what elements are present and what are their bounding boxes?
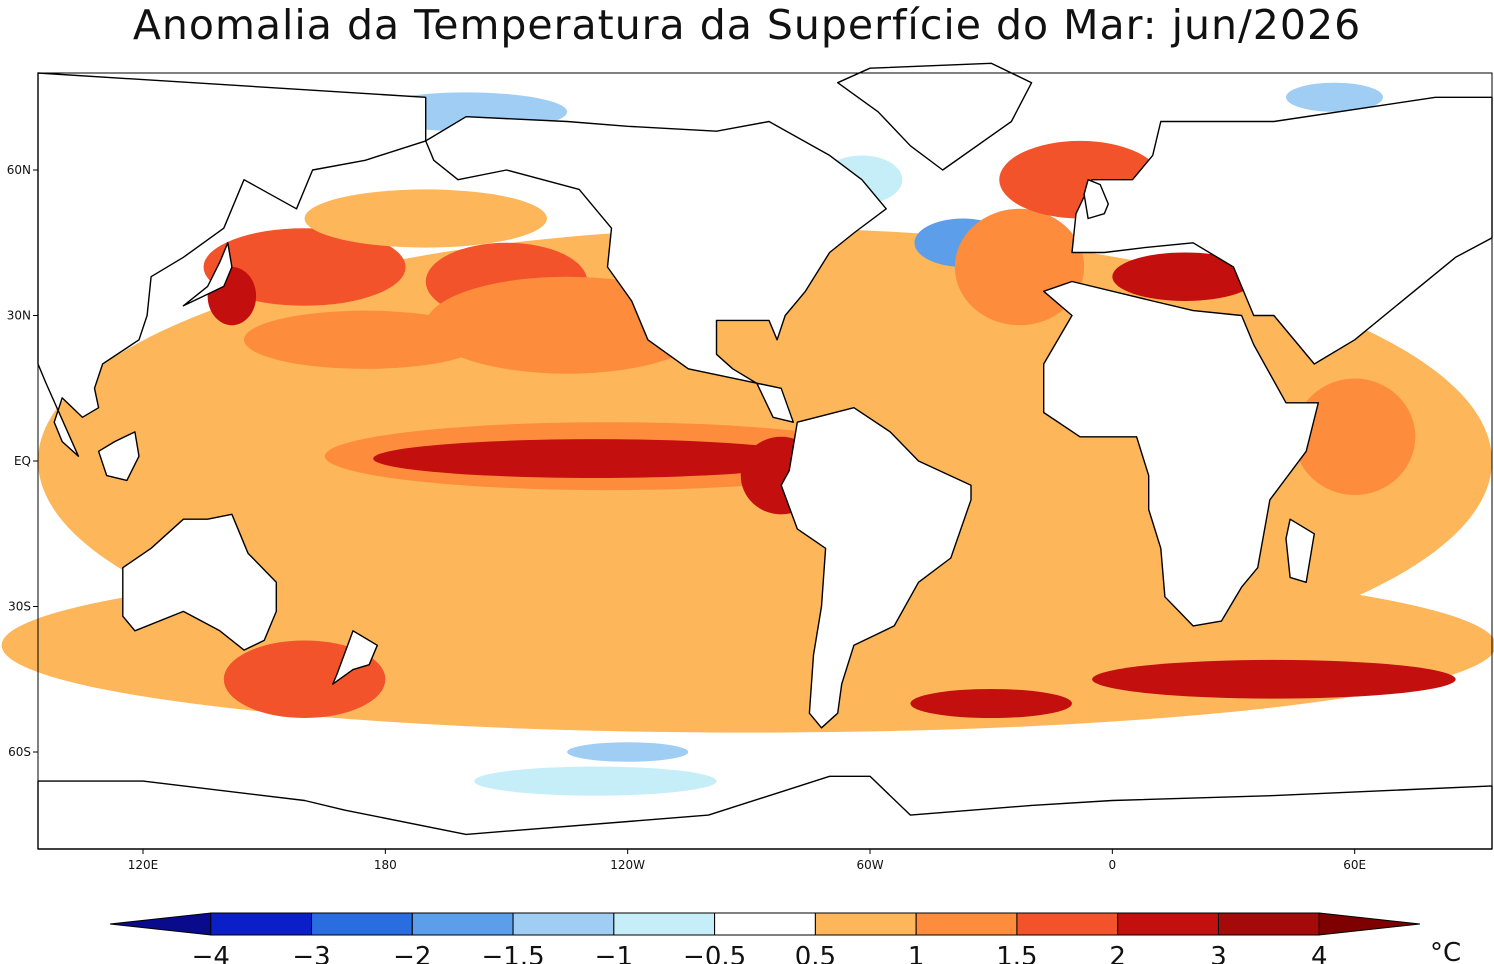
land-australia [122, 513, 277, 651]
barents-cold [1286, 82, 1383, 112]
colorbar-label: 1 [908, 942, 925, 964]
land-masses [37, 62, 1493, 850]
colorbar-arrow-high [1318, 912, 1421, 936]
colorbar-label: −1 [595, 942, 633, 964]
indian-ocean-warm [1294, 378, 1416, 495]
amundsen-cold [567, 742, 689, 762]
land-south-america [780, 407, 972, 729]
colorbar-box [411, 912, 514, 936]
land-asia-east [37, 72, 427, 457]
colorbar-box [1117, 912, 1219, 936]
colorbar-box [613, 912, 716, 936]
colorbar-label: −2 [393, 942, 431, 964]
land-greenland [837, 62, 1033, 171]
colorbar-box [210, 912, 313, 936]
colorbar-box [714, 912, 816, 936]
colorbar-label: −0.5 [683, 942, 746, 964]
land-uk [1083, 179, 1109, 220]
colorbar-boxes [109, 912, 1421, 936]
y-tick-label: 30S [8, 600, 31, 614]
colorbar-arrow-low [109, 912, 212, 936]
colorbar-label: −4 [192, 942, 230, 964]
y-tick-label: 60S [8, 745, 31, 759]
colorbar-label: 3 [1210, 942, 1227, 964]
y-tick-label: 30N [7, 309, 31, 323]
land-africa [1043, 280, 1319, 627]
y-tick-label: EQ [14, 454, 31, 468]
x-tick-label: 0 [1109, 858, 1117, 872]
land-north-america [425, 116, 887, 423]
south-atlantic-warm [910, 688, 1072, 719]
y-axis-ticks: 60N 30N EQ 30S 60S [7, 163, 38, 759]
x-tick-label: 60W [856, 858, 883, 872]
colorbar-label: −1.5 [482, 942, 545, 964]
x-tick-label: 60E [1343, 858, 1366, 872]
colorbar-box [311, 912, 413, 936]
colorbar-box [512, 912, 615, 936]
colorbar-unit: °C [1430, 938, 1461, 964]
colorbar-box [814, 912, 917, 936]
equatorial-warm-core [373, 439, 818, 478]
agulhas-warm [1092, 659, 1456, 699]
colorbar-box [1016, 912, 1119, 936]
y-tick-label: 60N [7, 163, 31, 177]
north-pacific-mid [304, 189, 547, 248]
land-japan [182, 242, 233, 307]
land-madagascar [1285, 518, 1315, 583]
southern-ocean-cold [474, 766, 717, 796]
colorbar-label: 0.5 [795, 942, 836, 964]
colorbar-box [1217, 912, 1320, 936]
land-borneo [97, 431, 140, 482]
subtropical-pacific [243, 310, 487, 369]
x-tick-label: 120E [128, 858, 159, 872]
map-title: Anomalia da Temperatura da Superfície do… [132, 1, 1362, 49]
caribbean-warm [849, 325, 1012, 403]
x-axis-ticks: 120E 180 120W 60W 0 60E [128, 849, 1366, 872]
land-new-zealand [332, 630, 378, 685]
x-tick-label: 180 [374, 858, 397, 872]
colorbar-label: 4 [1311, 942, 1328, 964]
x-tick-label: 120W [610, 858, 645, 872]
colorbar-box [915, 912, 1018, 936]
colorbar-labels: −4 −3 −2 −1.5 −1 −0.5 0.5 1 1.5 2 3 4 [192, 942, 1328, 964]
colorbar-label: 2 [1109, 942, 1126, 964]
colorbar-label: 1.5 [996, 942, 1037, 964]
mediterranean-warm [1112, 252, 1258, 301]
colorbar-label: −3 [292, 942, 330, 964]
